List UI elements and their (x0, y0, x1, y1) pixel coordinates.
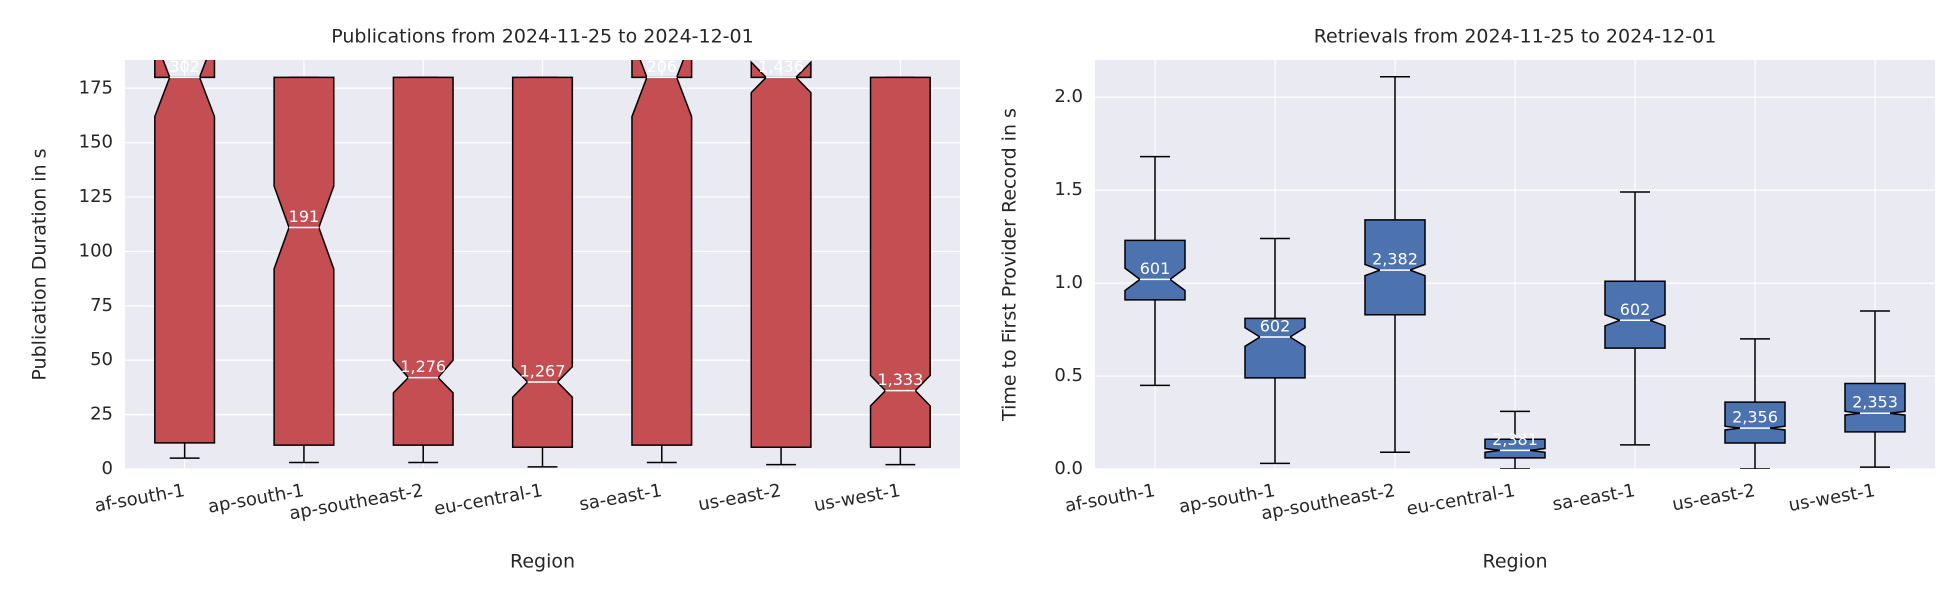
y-axis-label: Time to First Provider Record in s (999, 108, 1021, 422)
x-tick-label: ap-southeast-2 (288, 480, 425, 524)
chart-title: Publications from 2024-11-25 to 2024-12-… (331, 26, 753, 48)
plot-area: 302 191 1,276 1,267 206 1,436 1,333 (154, 57, 931, 468)
box (273, 76, 335, 446)
count-label: 2,353 (1852, 393, 1898, 412)
count-label: 206 (647, 57, 678, 76)
box (750, 60, 812, 448)
y-tick-label: 0 (102, 458, 113, 479)
y-tick-label: 1.5 (1054, 179, 1083, 200)
y-tick-label: 25 (90, 404, 113, 425)
x-tick-label: af-south-1 (93, 480, 186, 516)
count-label: 602 (1260, 317, 1291, 336)
y-tick-label: 0.5 (1054, 365, 1083, 386)
count-label: 302 (169, 57, 200, 76)
count-label: 601 (1140, 259, 1171, 278)
box (1844, 382, 1906, 433)
y-tick-label: 50 (90, 349, 113, 370)
x-tick-label: eu-central-1 (432, 480, 544, 520)
x-axis-label: Region (1482, 551, 1547, 573)
x-tick-label: us-west-1 (812, 480, 902, 516)
x-tick-label: eu-central-1 (1405, 480, 1517, 520)
x-tick-label: us-east-2 (697, 480, 783, 515)
y-tick-label: 0.0 (1054, 458, 1083, 479)
y-tick-label: 125 (79, 186, 113, 207)
y-tick-label: 175 (79, 77, 113, 98)
count-label: 2,382 (1372, 250, 1418, 269)
x-tick-label: sa-east-1 (578, 480, 664, 515)
box (869, 76, 931, 448)
y-tick-label: 1.0 (1054, 272, 1083, 293)
box (1244, 317, 1306, 379)
box (631, 60, 693, 446)
count-label: 1,276 (400, 357, 446, 376)
count-label: 1,436 (758, 57, 804, 76)
chart-title: Retrievals from 2024-11-25 to 2024-12-01 (1314, 26, 1717, 48)
x-axis-label: Region (510, 551, 575, 573)
box (1724, 401, 1786, 444)
plot-area: 601 602 2,382 2,381 602 2,356 2,353 (1124, 75, 1906, 469)
count-label: 191 (289, 207, 320, 226)
x-tick-label: us-east-2 (1671, 480, 1757, 515)
count-label: 1,267 (520, 361, 566, 380)
x-tick-label: sa-east-1 (1551, 480, 1637, 515)
box (392, 76, 454, 446)
x-tick-label: ap-southeast-2 (1259, 480, 1396, 524)
box (1604, 280, 1666, 349)
box (1364, 219, 1426, 316)
count-label: 602 (1620, 300, 1651, 319)
y-tick-label: 2.0 (1054, 86, 1083, 107)
count-label: 1,333 (877, 370, 923, 389)
y-tick-label: 150 (79, 132, 113, 153)
box (154, 60, 216, 444)
count-label: 2,356 (1732, 408, 1778, 427)
box (511, 76, 574, 448)
count-label: 2,381 (1492, 430, 1538, 449)
y-tick-label: 100 (79, 240, 113, 261)
y-tick-label: 75 (90, 295, 113, 316)
box (1484, 438, 1546, 459)
y-axis-label: Publication Duration in s (29, 148, 51, 380)
x-tick-label: us-west-1 (1787, 480, 1877, 516)
box (1124, 239, 1186, 301)
x-tick-label: af-south-1 (1063, 480, 1156, 516)
